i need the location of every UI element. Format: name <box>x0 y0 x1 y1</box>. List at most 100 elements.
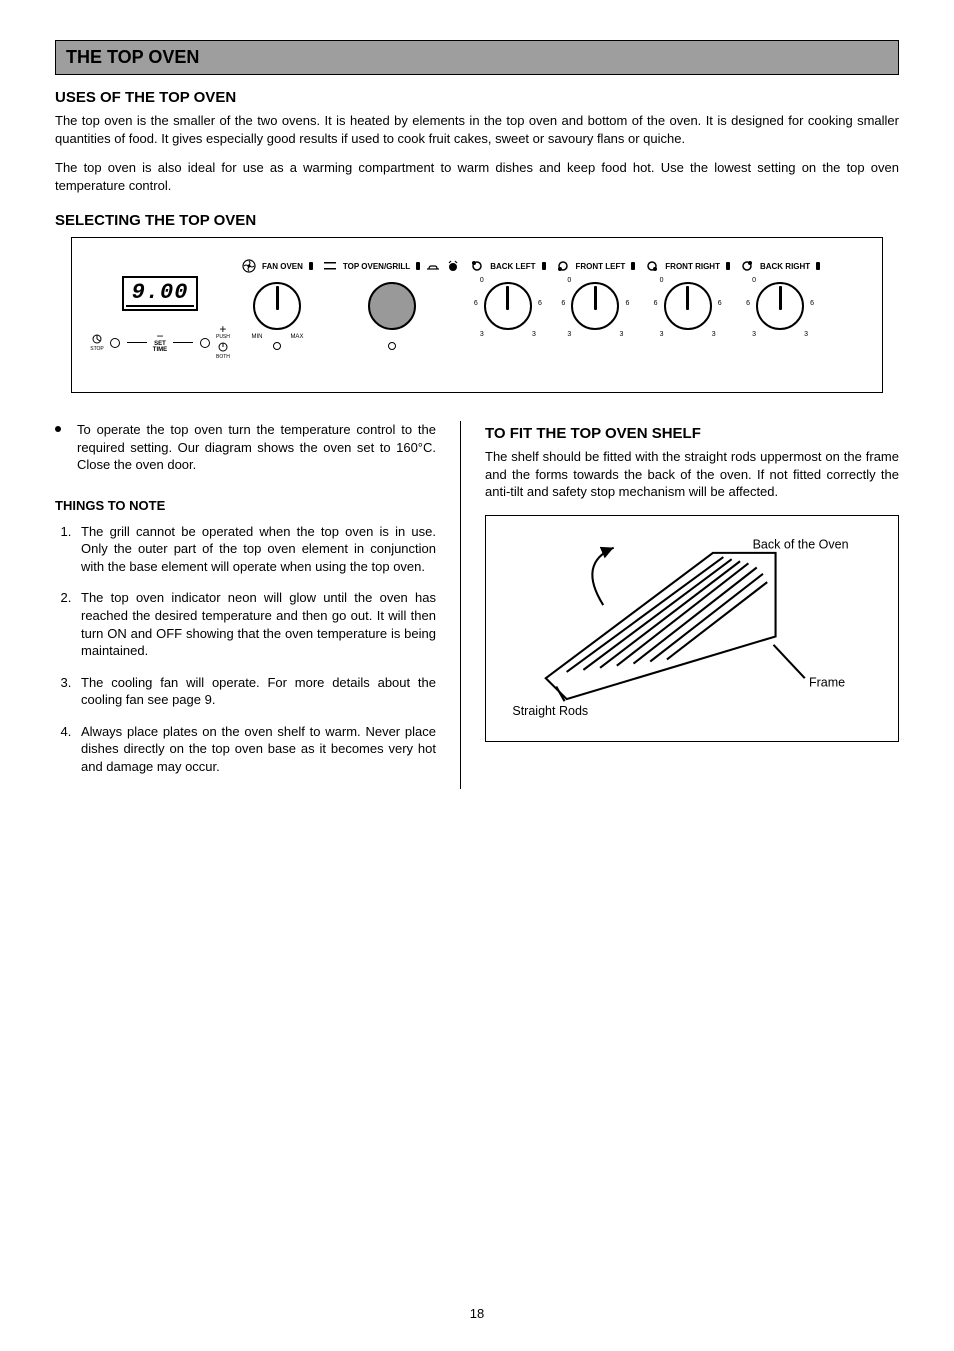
heading-uses: USES OF THE TOP OVEN <box>55 89 899 106</box>
pot-icon <box>446 260 460 272</box>
knob-front-right: FRONT RIGHT 0 6 6 3 3 <box>645 258 730 350</box>
mark-br: 3 <box>712 331 716 338</box>
note-item: Always place plates on the oven shelf to… <box>75 723 436 776</box>
label-back-of-oven: Back of the Oven <box>753 538 849 552</box>
label-straight-rods: Straight Rods <box>512 704 588 718</box>
hob-bl-icon <box>470 259 484 273</box>
timer-dash-plus <box>173 342 193 343</box>
mark-top: 0 <box>567 277 571 284</box>
grill-top-icon <box>426 260 440 272</box>
bullet-text: To operate the top oven turn the tempera… <box>77 421 436 474</box>
mark-left: 6 <box>561 300 565 307</box>
mark-bl: 3 <box>480 331 484 338</box>
knob-back-right: BACK RIGHT 0 6 6 3 3 <box>740 258 820 350</box>
knob-label: BACK LEFT <box>490 262 535 271</box>
knob-front-left: FRONT LEFT 0 6 6 3 3 <box>556 258 636 350</box>
indicator-dot <box>726 262 730 270</box>
mark-bl: 3 <box>567 331 571 338</box>
knob-label: TOP OVEN/GRILL <box>343 262 410 271</box>
shelf-diagram: Back of the Oven Straight Rods Frame <box>504 532 880 720</box>
bullet-dot-icon <box>55 426 61 432</box>
timer-button-1 <box>110 338 120 348</box>
knob-label: BACK RIGHT <box>760 262 810 271</box>
heading-selecting: SELECTING THE TOP OVEN <box>55 212 899 229</box>
paragraph-shelf: The shelf should be fitted with the stra… <box>485 448 899 501</box>
mark-bl: 3 <box>660 331 664 338</box>
page-number: 18 <box>0 1306 954 1321</box>
timer-frame: 9.00 <box>122 276 199 311</box>
notes-list: The grill cannot be operated when the to… <box>55 523 436 776</box>
note-item: The grill cannot be operated when the to… <box>75 523 436 576</box>
heading-fit-shelf: TO FIT THE TOP OVEN SHELF <box>485 425 899 442</box>
mark-top: 0 <box>752 277 756 284</box>
title-bar: THE TOP OVEN <box>55 40 899 75</box>
timer-both-label: BOTH <box>216 354 230 360</box>
knob-row: FAN OVEN MIN MAX TOP OVEN/GRILL <box>242 258 864 350</box>
indicator-dot <box>542 262 546 270</box>
mark-br: 3 <box>532 331 536 338</box>
two-column-section: To operate the top oven turn the tempera… <box>55 421 899 789</box>
mark-top: 0 <box>660 277 664 284</box>
shelf-diagram-box: Back of the Oven Straight Rods Frame <box>485 515 899 742</box>
timer-push-label: PUSH <box>216 334 230 340</box>
paragraph-uses-2: The top oven is also ideal for use as a … <box>55 159 899 194</box>
mark-right: 6 <box>626 300 630 307</box>
page-title: THE TOP OVEN <box>66 47 199 67</box>
mark-left: 6 <box>654 300 658 307</box>
mark-right: 6 <box>810 300 814 307</box>
mark-right: 6 <box>718 300 722 307</box>
timer-block: 9.00 STOP − SET TIME + PUSH <box>90 276 230 360</box>
right-column: TO FIT THE TOP OVEN SHELF The shelf shou… <box>460 421 899 789</box>
timer-set-label: SET TIME <box>153 341 167 353</box>
mark-left: 6 <box>746 300 750 307</box>
hob-knob-wrap: 0 6 6 3 3 <box>752 278 808 334</box>
knob-label: FRONT LEFT <box>576 262 626 271</box>
timer-set-time: − SET TIME <box>153 332 167 353</box>
hob-fr-icon <box>645 259 659 273</box>
hob-fl-icon <box>556 259 570 273</box>
mark-left: 6 <box>474 300 478 307</box>
timer-button-2 <box>200 338 210 348</box>
neon-indicator <box>388 342 396 350</box>
indicator-dot <box>416 262 420 270</box>
knob-label: FRONT RIGHT <box>665 262 720 271</box>
bullet-operate: To operate the top oven turn the tempera… <box>55 421 436 474</box>
top-oven-knob <box>364 278 420 334</box>
note-item: The top oven indicator neon will glow un… <box>75 589 436 659</box>
timer-stop-label: STOP <box>90 346 104 352</box>
control-panel-diagram: 9.00 STOP − SET TIME + PUSH <box>71 237 883 393</box>
grill-icon <box>323 260 337 272</box>
hob-br-icon <box>740 259 754 273</box>
mark-br: 3 <box>804 331 808 338</box>
hob-knob-wrap: 0 6 6 3 3 <box>480 278 536 334</box>
indicator-dot <box>631 262 635 270</box>
label-frame: Frame <box>809 675 845 689</box>
hob-knob-wrap: 0 6 6 3 3 <box>660 278 716 334</box>
fan-min: MIN <box>251 334 262 340</box>
fan-max: MAX <box>290 334 303 340</box>
mark-right: 6 <box>538 300 542 307</box>
timer-display: 9.00 <box>126 280 195 307</box>
heading-things-to-note: THINGS TO NOTE <box>55 498 436 513</box>
fan-knob: MIN MAX <box>249 278 305 334</box>
mark-bl: 3 <box>752 331 756 338</box>
timer-stop-icon: STOP <box>90 333 104 352</box>
mark-top: 0 <box>480 277 484 284</box>
timer-controls: STOP − SET TIME + PUSH BOTH <box>90 325 230 360</box>
mark-br: 3 <box>620 331 624 338</box>
note-item: The cooling fan will operate. For more d… <box>75 674 436 709</box>
knob-top-oven-grill: TOP OVEN/GRILL <box>323 258 460 350</box>
left-column: To operate the top oven turn the tempera… <box>55 421 460 789</box>
knob-fan-oven: FAN OVEN MIN MAX <box>242 258 313 350</box>
neon-indicator <box>273 342 281 350</box>
indicator-dot <box>816 262 820 270</box>
knob-back-left: BACK LEFT 0 6 6 3 3 <box>470 258 545 350</box>
fan-icon <box>242 259 256 273</box>
indicator-dot <box>309 262 313 270</box>
hob-knob-wrap: 0 6 6 3 3 <box>567 278 623 334</box>
timer-dash-minus <box>127 342 147 343</box>
page: THE TOP OVEN USES OF THE TOP OVEN The to… <box>0 0 954 1351</box>
knob-label: FAN OVEN <box>262 262 303 271</box>
timer-push-both: + PUSH BOTH <box>216 325 230 360</box>
paragraph-uses-1: The top oven is the smaller of the two o… <box>55 112 899 147</box>
